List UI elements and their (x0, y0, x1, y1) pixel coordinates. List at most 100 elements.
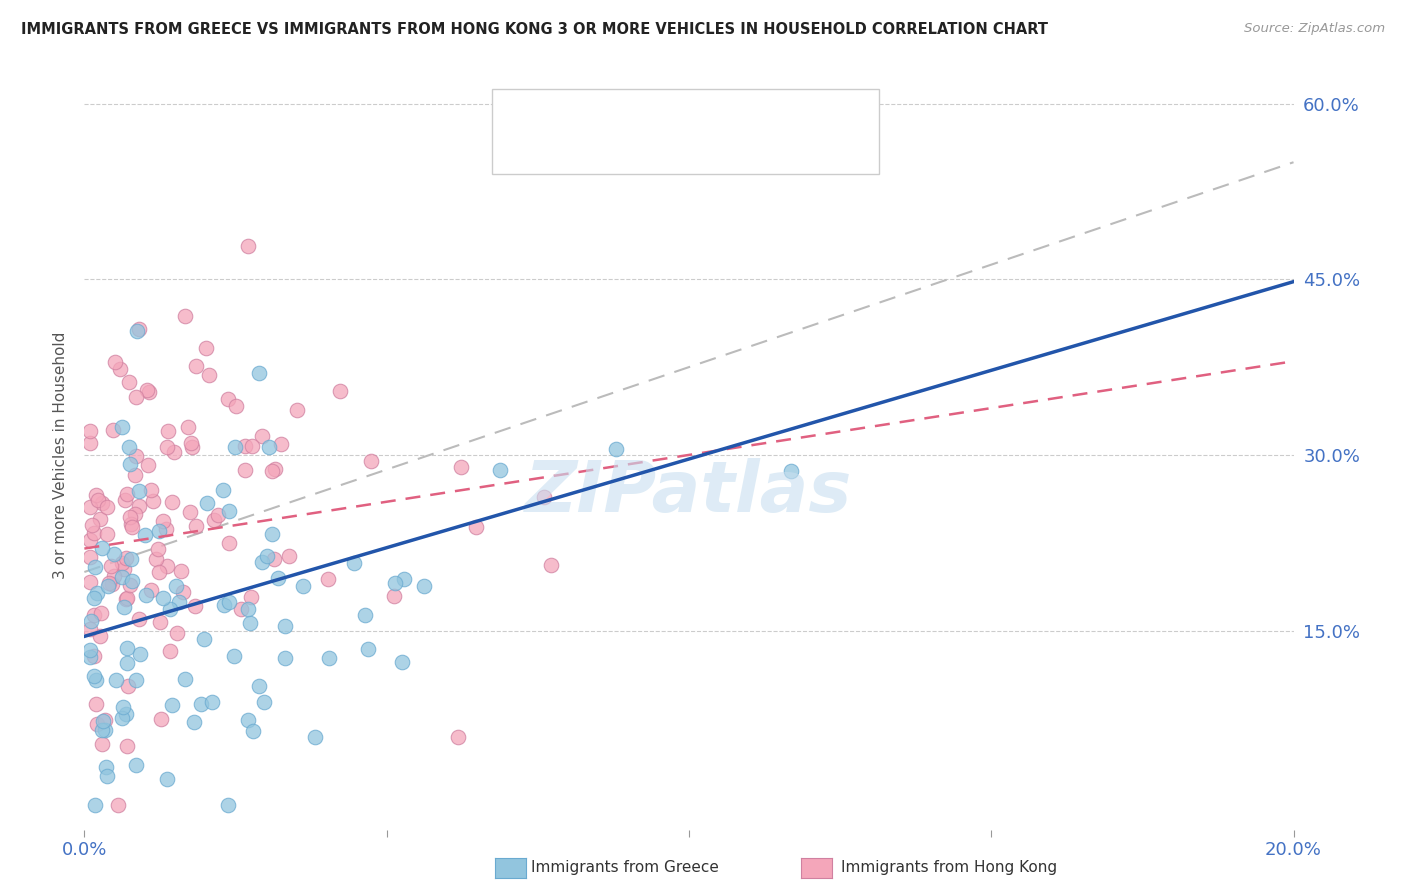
Point (218, 595, 240, 609)
Text: Immigrants from Hong Kong: Immigrants from Hong Kong (841, 860, 1057, 874)
Point (263, 552, 285, 566)
Point (89, 512, 111, 526)
Point (779, 463, 801, 477)
Point (125, 673, 148, 688)
Point (266, 571, 288, 585)
Point (146, 541, 169, 556)
Point (87, 493, 110, 508)
Point (96, 500, 118, 514)
Point (259, 440, 281, 454)
Point (253, 695, 276, 709)
Point (86, 697, 108, 711)
Point (212, 599, 235, 613)
Point (121, 520, 143, 534)
Point (156, 772, 179, 786)
Point (91, 541, 114, 555)
Point (115, 551, 138, 566)
Point (115, 640, 138, 655)
Point (100, 577, 122, 591)
Point (384, 576, 406, 591)
Point (84, 488, 107, 502)
Point (79, 623, 101, 637)
Point (100, 559, 122, 574)
Point (163, 444, 186, 458)
Point (184, 599, 207, 613)
Point (224, 440, 246, 454)
Point (90, 737, 112, 751)
Point (124, 467, 146, 482)
Point (96, 760, 118, 774)
Point (195, 495, 218, 509)
Point (91, 714, 114, 728)
Point (198, 368, 221, 383)
Point (128, 612, 150, 626)
Point (240, 439, 263, 453)
Point (193, 632, 215, 646)
Point (114, 492, 136, 507)
Point (222, 649, 245, 664)
Point (250, 429, 273, 443)
Point (117, 679, 139, 693)
Point (79, 424, 101, 438)
Point (316, 572, 339, 586)
Point (121, 552, 143, 566)
Point (125, 449, 148, 463)
Point (128, 483, 150, 498)
Point (111, 699, 134, 714)
Point (343, 556, 366, 570)
Point (124, 507, 146, 521)
Point (112, 599, 135, 614)
Point (540, 558, 562, 573)
Point (177, 420, 200, 434)
Point (115, 656, 138, 670)
Point (155, 522, 177, 536)
Point (94, 723, 117, 737)
Text: IMMIGRANTS FROM GREECE VS IMMIGRANTS FROM HONG KONG 3 OR MORE VEHICLES IN HOUSEH: IMMIGRANTS FROM GREECE VS IMMIGRANTS FRO… (21, 22, 1047, 37)
Point (212, 483, 235, 497)
Point (184, 359, 207, 374)
Text: R =  0.266    N =  111: R = 0.266 N = 111 (562, 132, 761, 150)
Point (218, 536, 240, 550)
Point (233, 439, 256, 453)
Point (83, 591, 105, 605)
Point (274, 619, 297, 633)
Point (103, 547, 125, 561)
Point (97, 575, 120, 590)
Point (79, 643, 101, 657)
Point (167, 594, 190, 608)
Point (83, 525, 105, 540)
Point (115, 707, 138, 722)
Point (128, 322, 150, 336)
Point (217, 392, 239, 406)
Point (262, 464, 284, 478)
Point (79, 500, 101, 514)
Point (605, 442, 627, 457)
Point (93, 713, 115, 727)
Point (86, 717, 108, 731)
Point (115, 487, 138, 501)
Point (127, 324, 149, 338)
Point (79, 649, 101, 664)
Point (107, 797, 129, 812)
Point (233, 463, 256, 477)
Point (84, 560, 107, 574)
Point (353, 608, 375, 623)
Point (159, 602, 181, 616)
Point (152, 514, 174, 528)
Point (83, 648, 105, 663)
Point (80, 615, 103, 629)
Point (162, 495, 184, 509)
Point (236, 602, 259, 616)
Point (173, 309, 195, 323)
Point (96, 769, 118, 783)
Point (172, 585, 194, 599)
Point (200, 695, 222, 709)
Point (125, 758, 148, 772)
Point (118, 375, 141, 389)
Point (533, 491, 555, 505)
Point (128, 647, 150, 661)
Text: ZIPatlas: ZIPatlas (526, 458, 852, 527)
Point (447, 730, 470, 744)
Point (156, 558, 179, 573)
Point (242, 723, 264, 738)
